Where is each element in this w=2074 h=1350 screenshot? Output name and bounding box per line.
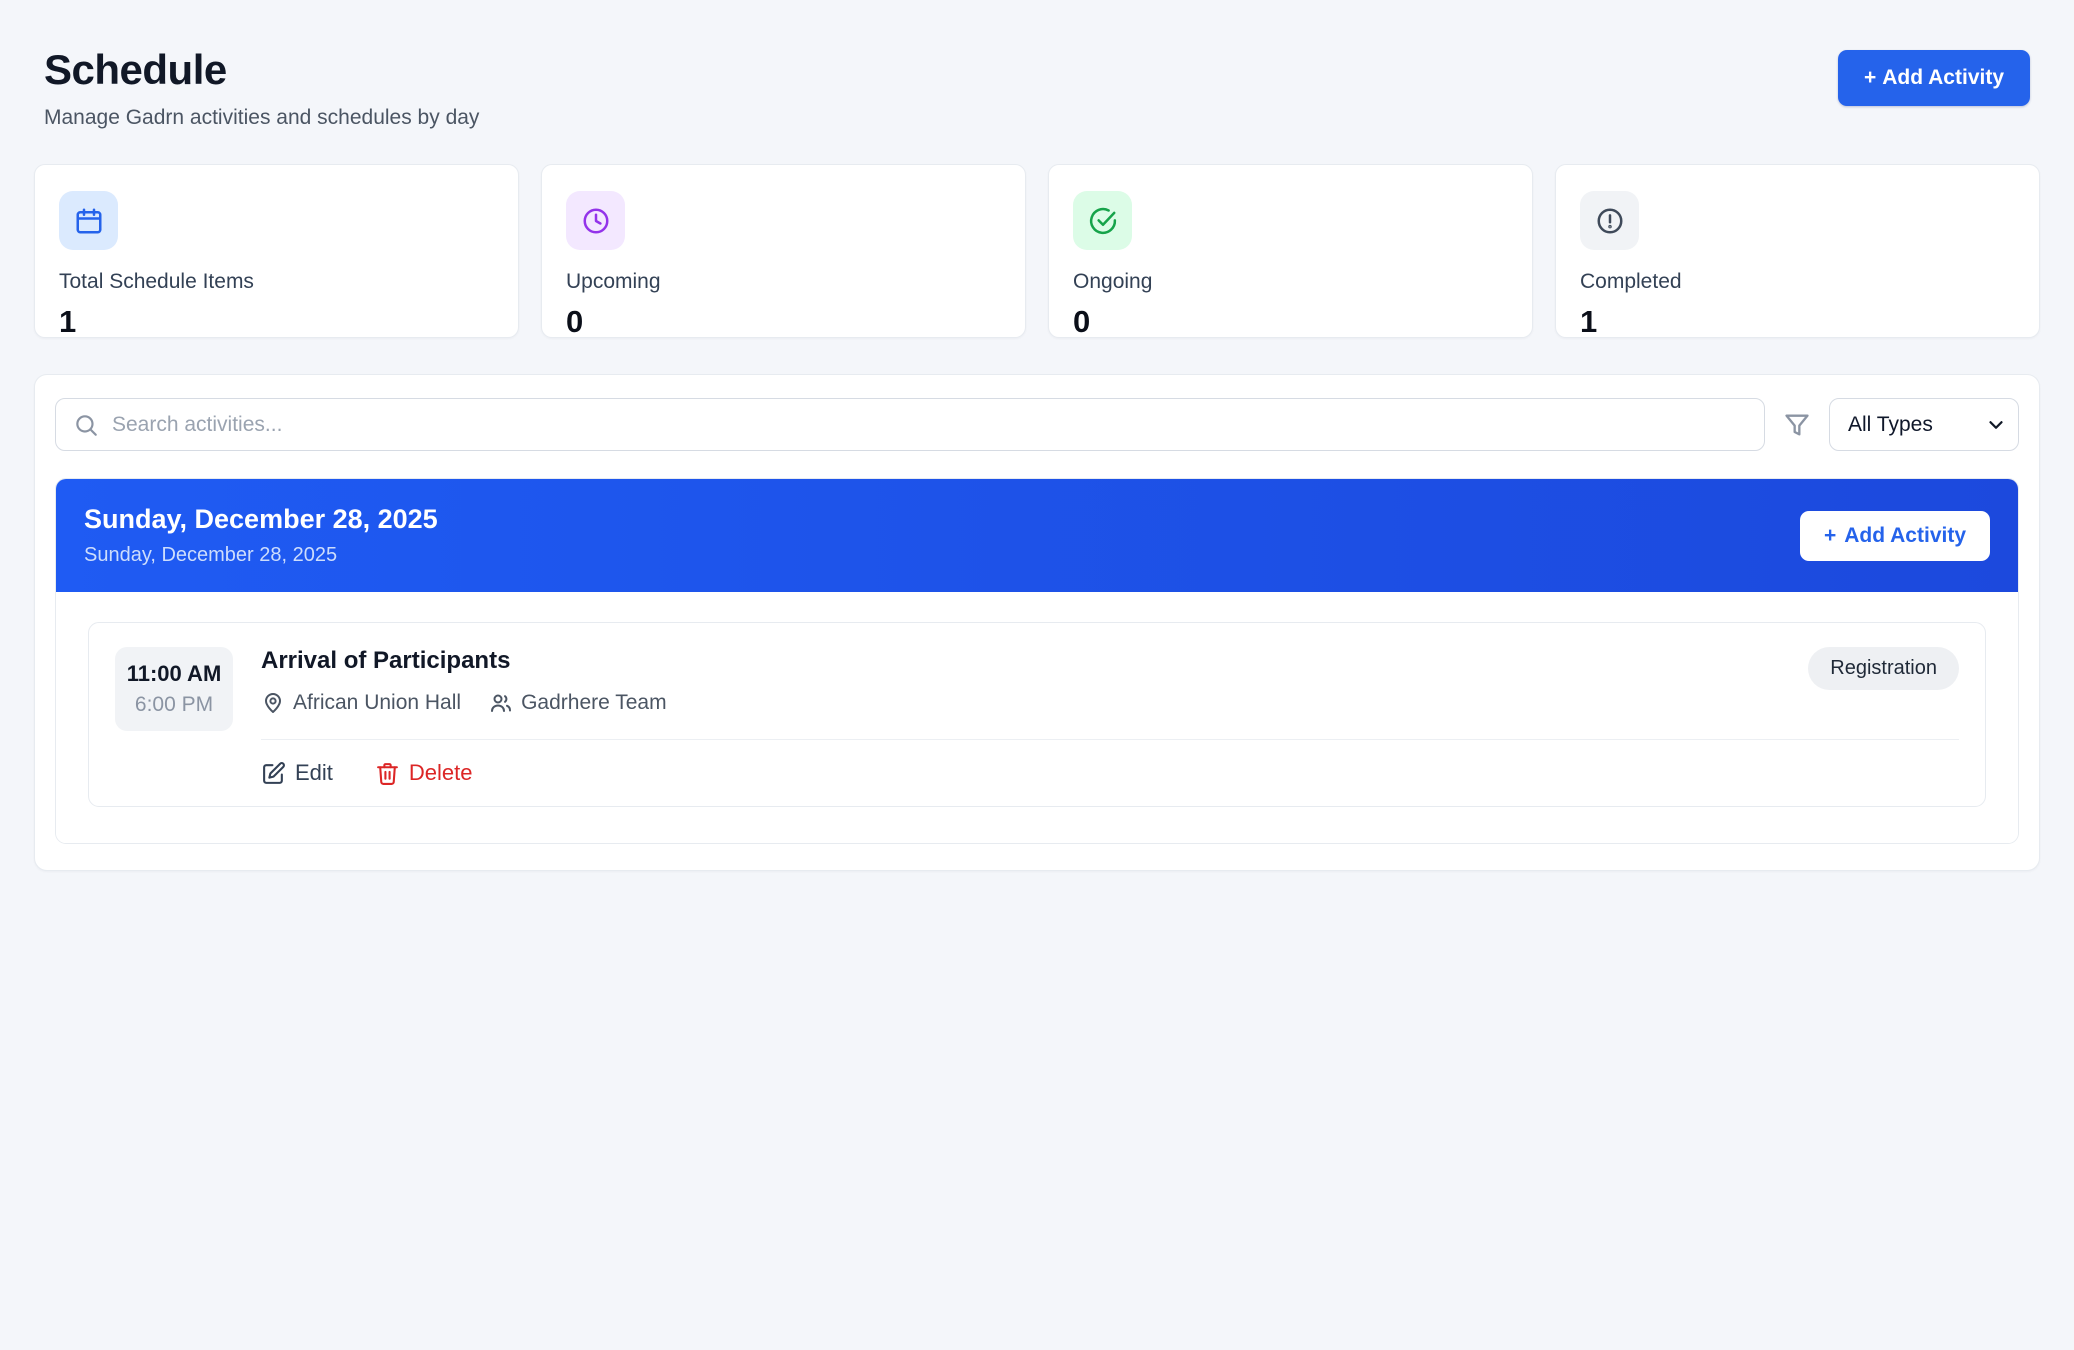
activity-meta: African Union Hall Gadrhere T xyxy=(261,691,667,715)
day-header: Sunday, December 28, 2025 Sunday, Decemb… xyxy=(56,479,2018,592)
edit-button-label: Edit xyxy=(295,760,333,785)
day-header-text: Sunday, December 28, 2025 Sunday, Decemb… xyxy=(84,504,438,567)
stat-card-completed: Completed 1 xyxy=(1555,164,2040,339)
activity-actions: Edit Delete xyxy=(261,760,1959,786)
activity-team-label: Gadrhere Team xyxy=(521,691,667,714)
filter-funnel-icon xyxy=(1783,411,1811,439)
activity-time-box: 11:00 AM 6:00 PM xyxy=(115,647,233,731)
activity-card: 11:00 AM 6:00 PM Arrival of Participants xyxy=(88,622,1986,807)
activity-end-time: 6:00 PM xyxy=(134,693,214,716)
day-subtitle: Sunday, December 28, 2025 xyxy=(84,544,338,566)
activity-title: Arrival of Participants xyxy=(261,647,511,674)
toolbar: All Types xyxy=(55,398,2019,451)
schedule-page: Schedule Manage Gadrn activities and sch… xyxy=(34,36,2040,871)
page-header: Schedule Manage Gadrn activities and sch… xyxy=(34,36,2040,130)
edit-button[interactable]: Edit xyxy=(261,760,333,786)
stat-card-ongoing: Ongoing 0 xyxy=(1048,164,1533,339)
delete-button[interactable]: Delete xyxy=(375,760,473,786)
activity-top: Arrival of Participants African xyxy=(261,647,1959,715)
activity-location: African Union Hall xyxy=(261,691,461,715)
activity-team: Gadrhere Team xyxy=(489,691,667,715)
day-group: Sunday, December 28, 2025 Sunday, Decemb… xyxy=(55,478,2019,844)
activity-main: Arrival of Participants African xyxy=(261,647,1959,786)
stat-label: Upcoming xyxy=(566,270,661,293)
schedule-panel: All Types Sunday, December 28, 2025 Sund… xyxy=(34,374,2040,871)
search-input[interactable] xyxy=(55,398,1765,451)
page-title: Schedule xyxy=(44,46,227,93)
search-icon xyxy=(73,412,99,438)
activity-start-time: 11:00 AM xyxy=(126,661,222,686)
type-filter-wrap: All Types xyxy=(1829,398,2019,451)
plus-icon: + xyxy=(1824,523,1837,547)
alert-circle-icon xyxy=(1580,191,1639,250)
page-header-text: Schedule Manage Gadrn activities and sch… xyxy=(44,46,479,130)
day-body: 11:00 AM 6:00 PM Arrival of Participants xyxy=(56,592,2018,843)
stat-label: Ongoing xyxy=(1073,270,1153,293)
users-icon xyxy=(489,691,513,715)
stat-value: 1 xyxy=(59,304,77,339)
plus-icon: + xyxy=(1864,66,1877,89)
stat-card-upcoming: Upcoming 0 xyxy=(541,164,1026,339)
activity-type-badge: Registration xyxy=(1808,647,1959,690)
activity-info: Arrival of Participants African xyxy=(261,647,667,715)
page-subtitle: Manage Gadrn activities and schedules by… xyxy=(44,106,480,129)
search-wrap xyxy=(55,398,1765,451)
type-filter-select[interactable]: All Types xyxy=(1829,398,2019,451)
stat-card-total: Total Schedule Items 1 xyxy=(34,164,519,339)
calendar-icon xyxy=(59,191,118,250)
day-add-activity-button-label: Add Activity xyxy=(1844,523,1966,547)
trash-icon xyxy=(375,761,400,786)
day-title: Sunday, December 28, 2025 xyxy=(84,504,438,534)
stat-label: Total Schedule Items xyxy=(59,270,254,293)
edit-icon xyxy=(261,761,286,786)
stat-value: 0 xyxy=(1073,304,1091,339)
map-pin-icon xyxy=(261,691,285,715)
stat-value: 1 xyxy=(1580,304,1598,339)
check-circle-icon xyxy=(1073,191,1132,250)
stat-value: 0 xyxy=(566,304,584,339)
clock-icon xyxy=(566,191,625,250)
stat-label: Completed xyxy=(1580,270,1682,293)
day-add-activity-button[interactable]: + Add Activity xyxy=(1800,510,1990,561)
stats-row: Total Schedule Items 1 Upcoming 0 Ongoin… xyxy=(34,164,2040,339)
delete-button-label: Delete xyxy=(408,760,473,785)
add-activity-button[interactable]: + Add Activity xyxy=(1838,50,2030,106)
activity-divider xyxy=(261,739,1959,740)
add-activity-button-label: Add Activity xyxy=(1882,66,2004,89)
activity-location-label: African Union Hall xyxy=(293,691,462,714)
